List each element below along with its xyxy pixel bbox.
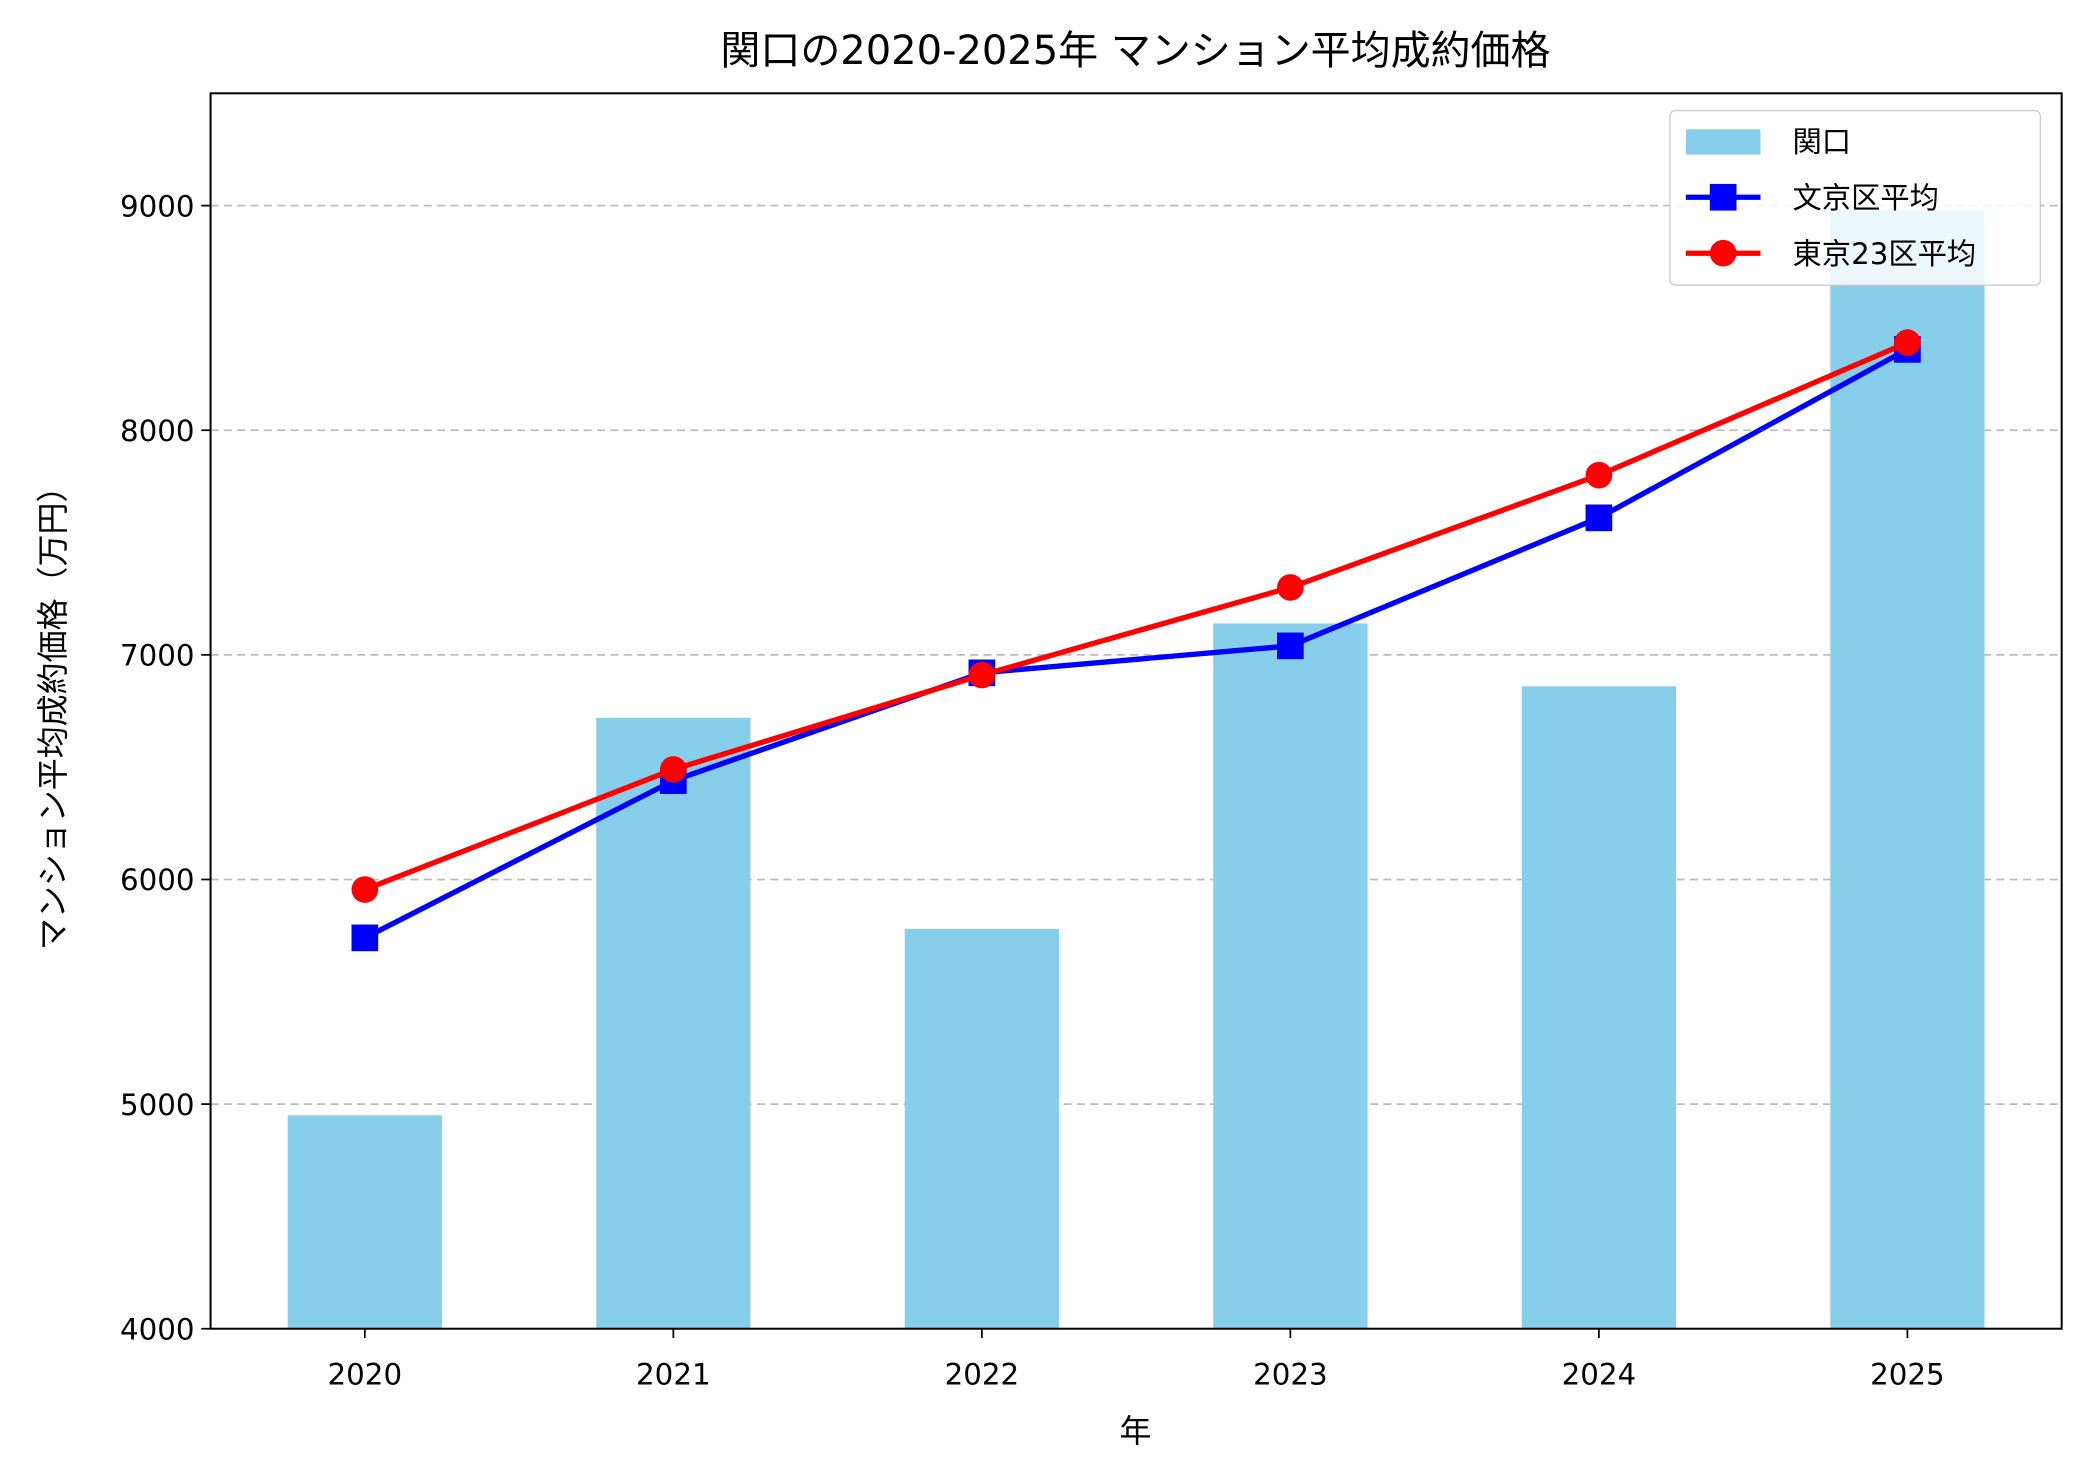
x-tick-label: 2023	[1253, 1358, 1328, 1392]
plot-area-frame	[209, 92, 2063, 1330]
marker-circle	[1585, 461, 1613, 489]
legend-marker-circle	[1709, 239, 1737, 267]
marker-circle	[1894, 329, 1921, 356]
legend-label: 東京23区平均	[1792, 237, 1976, 271]
marker-circle	[968, 661, 996, 689]
y-tick-label: 7000	[120, 639, 195, 673]
bar-2022	[904, 928, 1059, 1329]
marker-circle	[1277, 574, 1304, 601]
x-tick-label: 2022	[945, 1358, 1020, 1392]
x-tick-label: 2020	[328, 1358, 403, 1392]
y-tick-label: 6000	[120, 863, 195, 897]
x-axis-label: 年	[1119, 1412, 1151, 1450]
series-line	[363, 340, 1909, 893]
y-tick-label: 8000	[120, 414, 195, 448]
bar-2025	[1830, 210, 1985, 1329]
bar-2024	[1521, 686, 1677, 1329]
marker-square	[1585, 504, 1613, 532]
x-tick-label: 2025	[1870, 1358, 1945, 1392]
legend-swatch	[1685, 129, 1761, 155]
bar-2023	[1213, 623, 1368, 1329]
marker-square	[351, 924, 379, 952]
y-tick-label: 9000	[120, 189, 195, 223]
y-tick-label: 5000	[120, 1088, 195, 1122]
x-tick-label: 2021	[636, 1358, 711, 1392]
marker-circle	[660, 756, 687, 783]
bar-2021	[596, 717, 751, 1329]
series-line	[363, 347, 1909, 941]
y-axis-label: マンション平均成約価格（万円）	[34, 471, 72, 951]
bar-2020	[287, 1115, 442, 1329]
marker-circle	[351, 876, 379, 903]
legend-label: 文京区平均	[1792, 181, 1938, 215]
marker-square	[1277, 632, 1304, 660]
y-tick-label: 4000	[120, 1312, 195, 1346]
legend-box	[1669, 109, 2042, 286]
x-tick-label: 2024	[1562, 1358, 1637, 1392]
legend-label: 関口	[1792, 125, 1851, 159]
legend-marker-square	[1709, 183, 1737, 211]
chart-title: 関口の2020-2025年 マンション平均成約価格	[720, 28, 1550, 74]
